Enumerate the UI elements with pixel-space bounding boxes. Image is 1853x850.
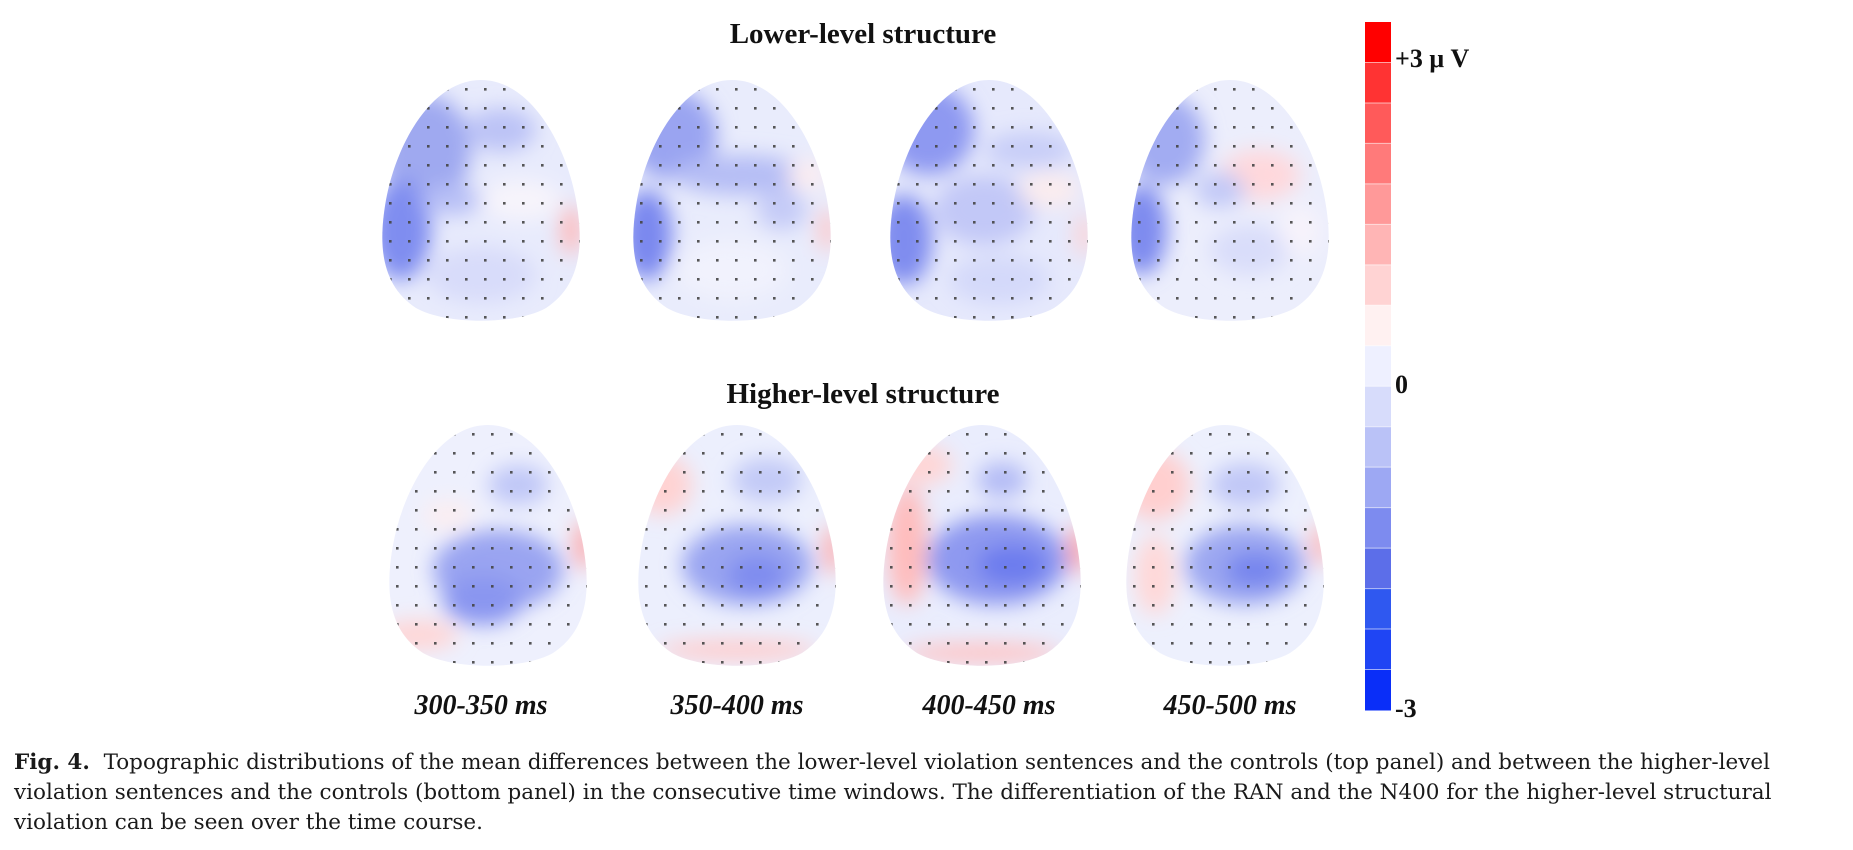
scale-swatch (1365, 467, 1391, 509)
scale-min-label: -3 (1395, 694, 1417, 723)
time-window-label-1: 300-350 ms (414, 690, 548, 721)
scale-swatch (1365, 386, 1391, 428)
scale-swatch (1365, 22, 1391, 63)
scale-swatch (1365, 507, 1391, 549)
bottom-panel-title: Higher-level structure (726, 378, 1000, 410)
caption-label: Fig. 4. (14, 750, 90, 775)
time-window-label-4: 450-500 ms (1163, 690, 1297, 721)
scale-swatch (1365, 548, 1391, 590)
topomap-lower-300-350 (382, 80, 580, 321)
topomap-higher-350-400 (638, 425, 836, 666)
scale-swatch (1365, 264, 1391, 306)
topomap-lower-450-500 (1131, 80, 1329, 321)
topographic-maps-figure (382, 22, 1391, 711)
scale-swatch (1365, 345, 1391, 387)
topomap-lower-350-400 (633, 80, 831, 321)
scale-swatch (1365, 62, 1391, 104)
time-window-label-3: 400-450 ms (922, 690, 1056, 721)
scale-mid-label: 0 (1395, 370, 1408, 399)
topomap-higher-450-500 (1126, 425, 1324, 666)
caption-text: Topographic distributions of the mean di… (14, 750, 1772, 835)
top-panel-title: Lower-level structure (729, 18, 997, 50)
scale-swatch (1365, 143, 1391, 185)
figure-caption: Fig. 4. Topographic distributions of the… (14, 748, 1842, 838)
scale-swatch (1365, 669, 1391, 711)
scale-swatch (1365, 426, 1391, 468)
scale-swatch (1365, 588, 1391, 630)
topomap-lower-400-450 (890, 80, 1088, 321)
scale-swatch (1365, 629, 1391, 671)
topomap-higher-300-350 (389, 425, 587, 666)
color-scale-bar (1365, 22, 1391, 711)
scale-swatch (1365, 305, 1391, 347)
scale-max-label: +3 μ V (1395, 44, 1470, 73)
scale-swatch (1365, 224, 1391, 266)
scale-swatch (1365, 102, 1391, 144)
scale-swatch (1365, 183, 1391, 225)
time-window-label-2: 350-400 ms (670, 690, 804, 721)
topomap-higher-400-450 (883, 425, 1081, 666)
